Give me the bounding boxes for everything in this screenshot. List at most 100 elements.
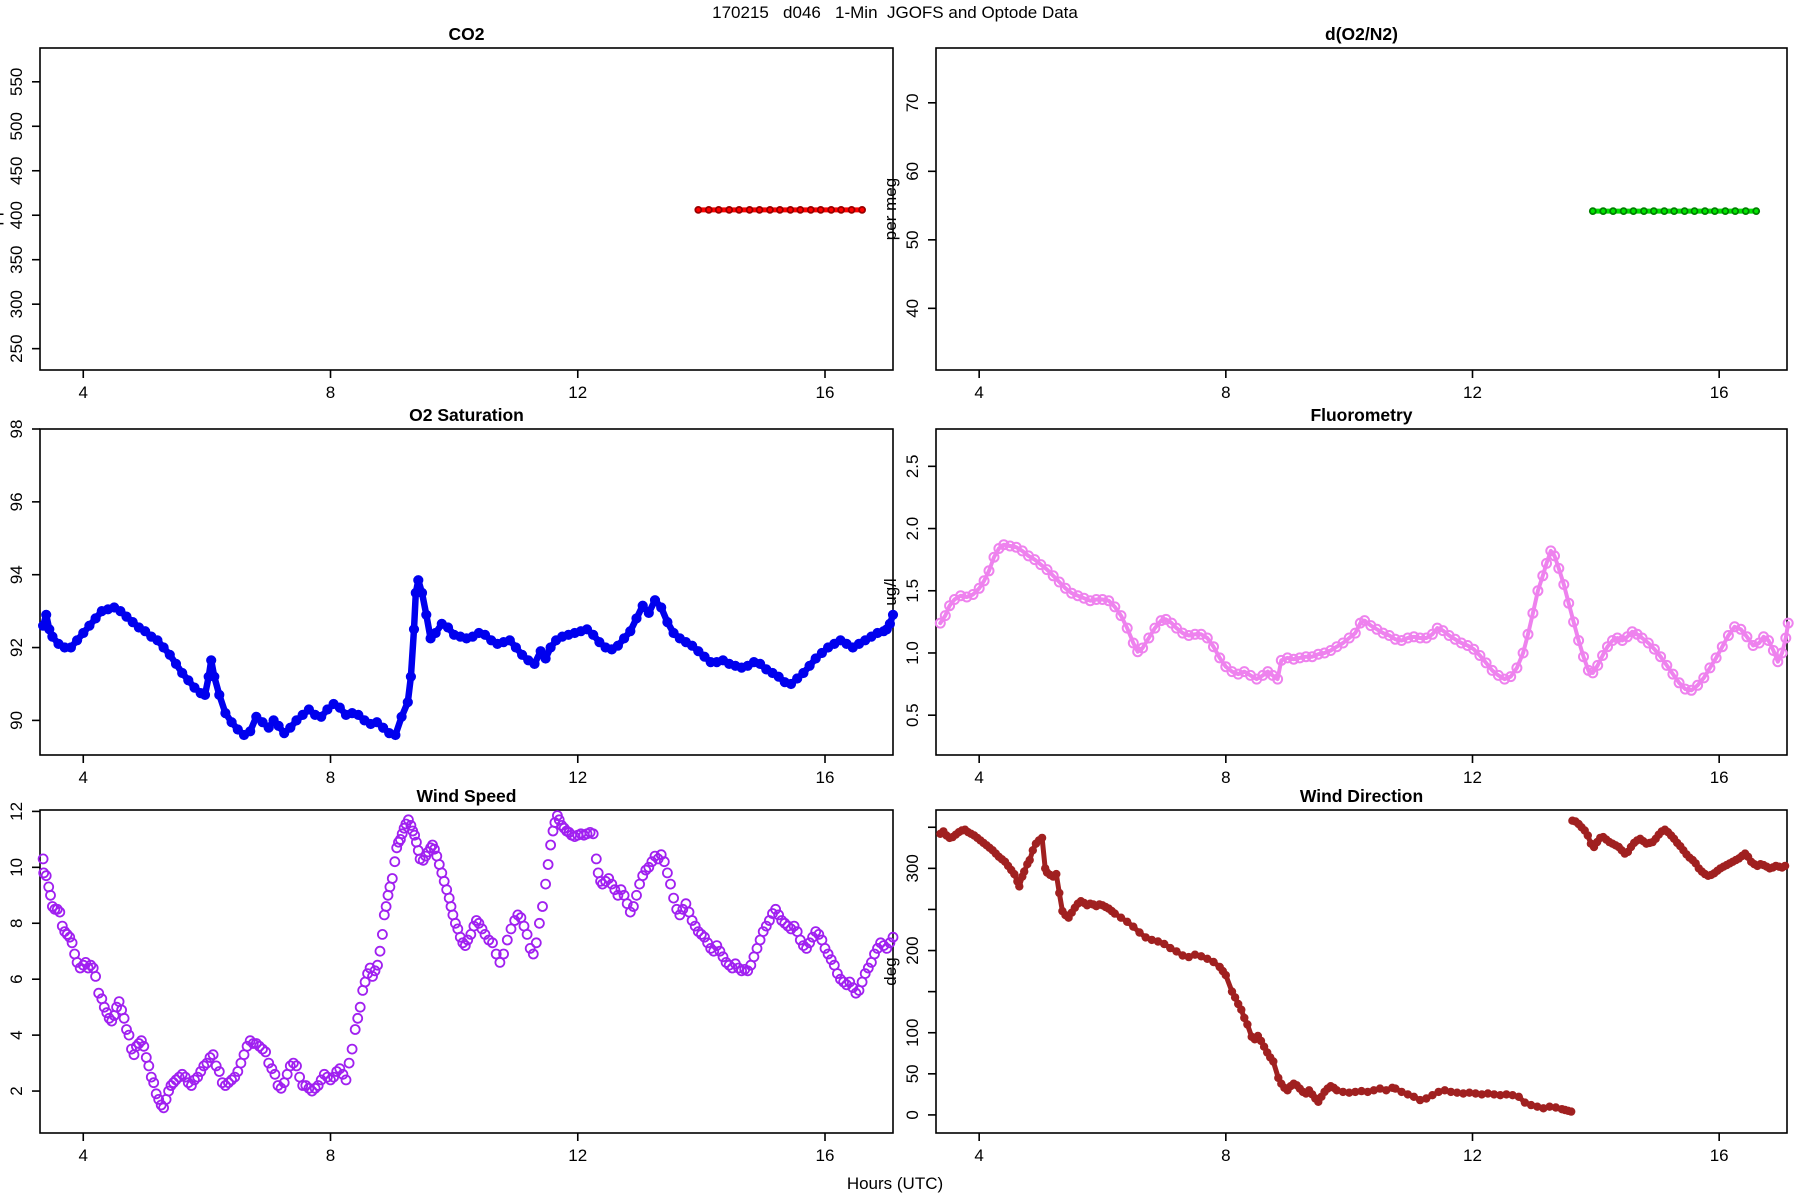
data-point [98, 1001, 110, 1013]
data-point [1047, 570, 1059, 582]
data-point [322, 704, 333, 715]
panel-title-co2: CO2 [449, 24, 485, 44]
data-point [1670, 207, 1678, 216]
y-tick-label: 50 [903, 1064, 922, 1083]
data-point [353, 709, 364, 721]
data-point [492, 638, 503, 650]
data-point [521, 929, 533, 940]
data-point [1396, 635, 1408, 646]
data-point [699, 651, 710, 662]
data-point [665, 878, 676, 890]
data-point [416, 587, 428, 599]
x-tick-label: 16 [1710, 1146, 1729, 1165]
data-point [1109, 601, 1121, 613]
data-point [269, 1068, 281, 1080]
data-point [346, 1043, 358, 1055]
data-point [1349, 627, 1361, 639]
data-point [183, 675, 194, 686]
data-point [1763, 635, 1774, 646]
data-point [1549, 550, 1560, 562]
data-point [1505, 671, 1517, 683]
y-axis-label-fluoro: ug/l [881, 578, 900, 605]
data-point [229, 1071, 241, 1083]
data-point [1782, 617, 1794, 629]
data-point [1731, 207, 1740, 216]
data-point [1698, 672, 1710, 684]
data-point [1201, 632, 1213, 644]
data-point [413, 575, 424, 586]
data-point [810, 926, 822, 937]
data-point [1041, 564, 1053, 576]
data-point [74, 962, 86, 974]
data-point [1716, 641, 1728, 653]
data-point [649, 595, 661, 606]
data-point [244, 1035, 256, 1047]
data-point [1679, 683, 1691, 695]
data-point [745, 205, 754, 214]
data-point [725, 205, 734, 214]
data-point [884, 937, 896, 949]
data-point [1391, 1084, 1400, 1093]
data-point [37, 853, 49, 865]
data-point [1431, 622, 1443, 634]
data-point [1704, 662, 1716, 674]
data-point [376, 929, 388, 940]
data-point [219, 1080, 231, 1091]
x-tick-label: 8 [1221, 768, 1230, 787]
data-point [615, 884, 627, 896]
data-point [145, 1071, 157, 1083]
data-point [369, 965, 381, 977]
data-point [862, 962, 874, 974]
data-point [705, 943, 717, 954]
data-point [462, 934, 474, 946]
data-point [776, 915, 788, 926]
data-point [723, 959, 735, 971]
data-point [54, 906, 66, 918]
y-tick-label: 40 [903, 299, 922, 318]
data-point [396, 828, 408, 840]
x-tick-label: 4 [974, 768, 983, 787]
data-point [170, 1074, 182, 1086]
data-point [1189, 628, 1201, 640]
y-tick-label: 2.5 [903, 455, 922, 479]
data-point [612, 889, 624, 901]
y-axis-label-windspd: m/s [0, 958, 4, 985]
data-point [788, 920, 800, 932]
data-point [170, 658, 182, 670]
data-point [600, 875, 611, 887]
data-point [1710, 652, 1722, 664]
data-point [714, 205, 723, 214]
data-point [806, 205, 815, 214]
data-point [600, 642, 611, 653]
data-point [226, 1074, 238, 1086]
data-point [402, 697, 413, 708]
data-point [1553, 562, 1565, 574]
data-point [1155, 615, 1167, 627]
y-tick-label: 200 [903, 936, 922, 964]
data-point [1149, 622, 1161, 634]
data-point [545, 642, 556, 653]
data-point [121, 1024, 132, 1035]
data-point [1480, 657, 1492, 669]
data-point [1243, 1020, 1252, 1029]
data-point [512, 909, 524, 921]
y-tick-label: 400 [7, 201, 26, 229]
x-tick-label: 16 [1710, 383, 1729, 402]
y-tick-label: 90 [7, 711, 26, 730]
data-point [263, 1057, 275, 1069]
data-point [1272, 673, 1284, 685]
data-point [476, 923, 488, 935]
data-point [325, 1074, 336, 1086]
data-point [1517, 647, 1529, 659]
data-point [201, 1057, 213, 1069]
data-point [1680, 207, 1689, 216]
data-point [1402, 632, 1414, 644]
data-point [537, 901, 548, 912]
panel-title-o2sat: O2 Saturation [409, 405, 524, 425]
data-point [93, 987, 105, 999]
data-point [421, 609, 432, 620]
data-point [85, 959, 97, 971]
data-point [711, 940, 723, 951]
x-tick-label: 12 [568, 383, 587, 402]
y-tick-label: 70 [903, 93, 922, 112]
